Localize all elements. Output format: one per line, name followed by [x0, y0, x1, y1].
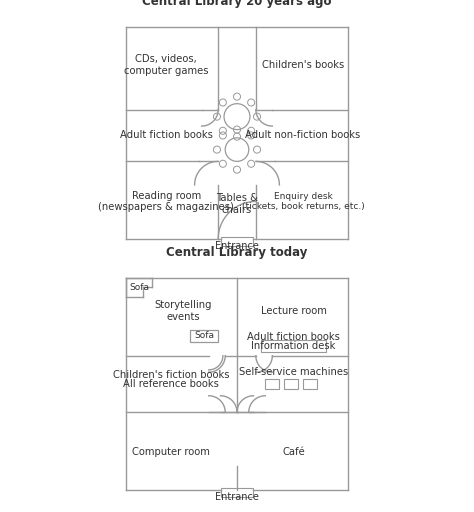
Text: Adult fiction books: Adult fiction books	[247, 332, 340, 342]
Text: Adult non-fiction books: Adult non-fiction books	[246, 131, 361, 140]
Text: Reading room
(newspapers & magazines): Reading room (newspapers & magazines)	[99, 190, 234, 212]
Text: Self-service machines: Self-service machines	[239, 367, 348, 377]
Text: All reference books: All reference books	[123, 379, 219, 389]
Bar	[303, 379, 317, 389]
Text: Central Library 20 years ago: Central Library 20 years ago	[142, 0, 332, 8]
Text: Sofa: Sofa	[194, 331, 214, 340]
Text: Central Library today: Central Library today	[166, 246, 308, 259]
Text: CDs, videos,
computer games: CDs, videos, computer games	[124, 54, 209, 76]
Bar	[284, 379, 298, 389]
Bar	[261, 340, 327, 352]
Bar	[220, 237, 254, 246]
Text: Lecture room: Lecture room	[261, 306, 327, 316]
Text: Entrance: Entrance	[215, 492, 259, 502]
Text: Children's fiction books: Children's fiction books	[113, 370, 229, 379]
Bar	[265, 379, 279, 389]
Text: Storytelling
events: Storytelling events	[154, 300, 211, 322]
Bar	[190, 330, 218, 342]
Bar	[220, 487, 254, 497]
Text: Adult fiction books: Adult fiction books	[120, 131, 213, 140]
Text: Children's books: Children's books	[262, 60, 344, 70]
Text: Entrance: Entrance	[215, 241, 259, 251]
Text: Sofa: Sofa	[129, 283, 149, 292]
Text: Computer room: Computer room	[132, 447, 210, 457]
Text: Information desk: Information desk	[251, 342, 336, 351]
Text: Enquiry desk
(tickets, book returns, etc.): Enquiry desk (tickets, book returns, etc…	[242, 191, 365, 211]
Text: Tables &
chairs: Tables & chairs	[216, 193, 258, 215]
Text: Café: Café	[282, 447, 305, 457]
